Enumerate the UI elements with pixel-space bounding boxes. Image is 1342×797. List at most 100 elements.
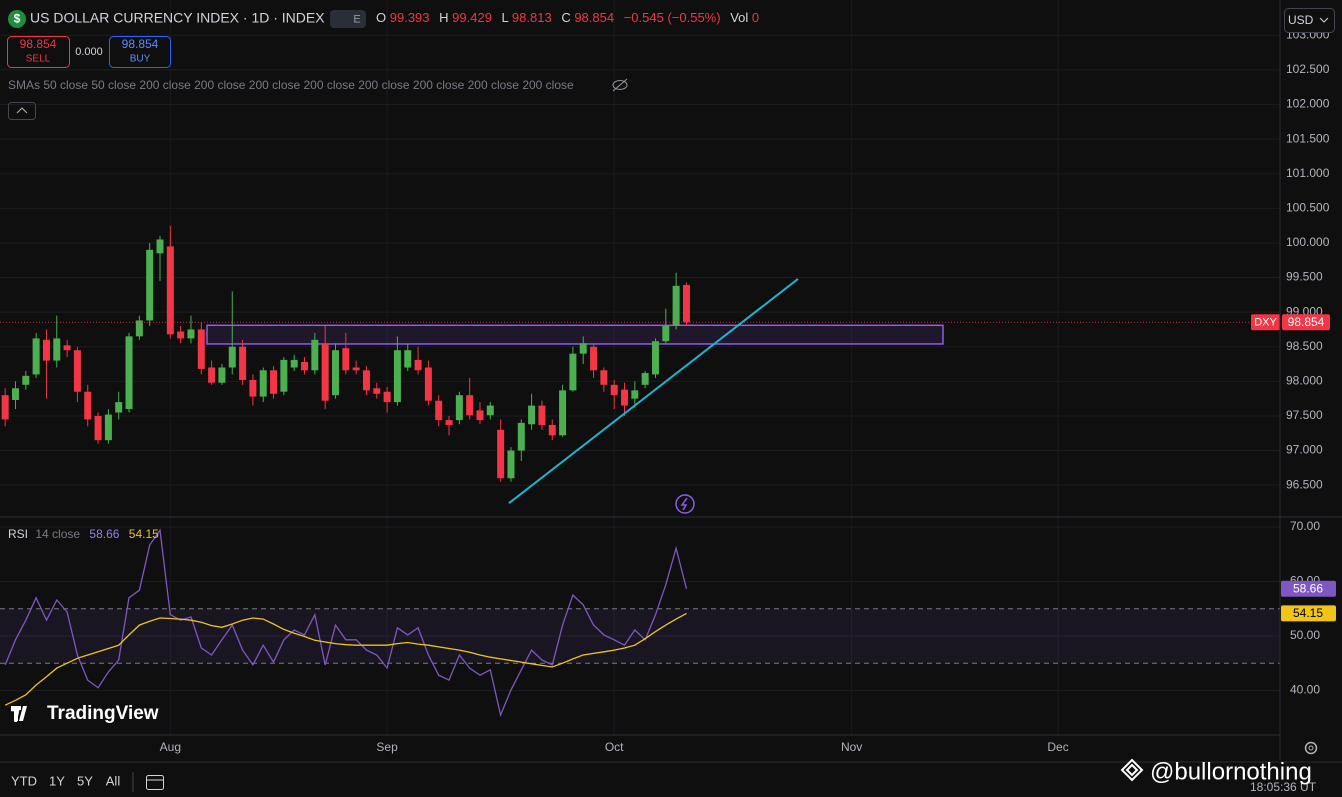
candle-body [218, 367, 226, 383]
settings-core [1308, 745, 1314, 751]
buy-button[interactable] [109, 36, 171, 68]
candle-body [352, 367, 360, 371]
y-tick-label: 100.000 [1286, 235, 1330, 249]
range-button[interactable]: All [106, 773, 121, 788]
candle-body [579, 343, 587, 354]
candle-body [53, 338, 61, 361]
x-tick-label: Oct [605, 740, 624, 754]
overlay: DXY 98.854 58.66 54.15 [0, 278, 1336, 622]
y-tick-label: 98.000 [1286, 374, 1323, 388]
rsi-ma-value: 54.15 [129, 527, 159, 541]
ohlc-legend: O 99.393 H 99.429 L 98.813 C 98.854 −0.5… [376, 10, 759, 25]
candle-body [404, 350, 412, 368]
l-label: L [502, 10, 509, 25]
vol-label: Vol [730, 10, 748, 25]
candle-body [651, 341, 659, 375]
y-tick-label: 97.500 [1286, 408, 1323, 422]
candle-body [94, 415, 102, 441]
y-tick-label: 102.000 [1286, 97, 1330, 111]
candle-body [435, 400, 443, 421]
event-icon[interactable] [675, 494, 695, 514]
sell-button[interactable] [7, 36, 70, 68]
candle-body [393, 350, 401, 403]
candle-body [610, 384, 618, 396]
y-tick-label: 98.500 [1286, 339, 1323, 353]
candle-body [1, 395, 9, 420]
candle-body [507, 450, 515, 479]
candle-body [517, 422, 525, 451]
candle-body [187, 329, 195, 339]
candle-body [528, 405, 536, 425]
candle-body [115, 402, 123, 413]
clock: 18:05:36 UT [1250, 780, 1317, 794]
buy-label: BUY [130, 54, 151, 65]
candle-body [672, 285, 680, 326]
x-tick-label: Dec [1047, 740, 1068, 754]
candle-body [270, 370, 278, 394]
candle-body [63, 345, 71, 351]
y-tick-label: 101.000 [1286, 166, 1330, 180]
candle-body [486, 405, 494, 416]
candle-body [166, 246, 174, 335]
candle-body [342, 348, 350, 371]
candle-body [125, 336, 133, 410]
logo-icon [11, 706, 27, 721]
candle-body [331, 350, 339, 396]
collapse-button[interactable] [8, 102, 36, 120]
vol-value: 0 [752, 10, 759, 25]
watermark: @bullornothing [1150, 758, 1312, 785]
y-tick-label: 99.500 [1286, 270, 1323, 284]
visibility-icon[interactable] [612, 78, 628, 92]
candle-body [424, 367, 432, 401]
rsi-title: RSI [8, 527, 28, 541]
candle-body [311, 339, 319, 371]
y2-tick-label: 40.00 [1290, 683, 1320, 697]
candle-body [682, 284, 690, 323]
range-button[interactable]: YTD [11, 773, 37, 788]
c-value: 98.854 [574, 10, 614, 25]
candle-body [104, 414, 112, 441]
symbol-icon-glyph: $ [14, 12, 21, 26]
currency-button[interactable] [1284, 8, 1335, 33]
x-tick-label: Nov [841, 740, 862, 754]
candle-body [414, 359, 422, 371]
l-value: 98.813 [512, 10, 552, 25]
date-range-button[interactable] [146, 775, 164, 790]
y-tick-label: 101.500 [1286, 131, 1330, 145]
candle-body [301, 361, 309, 371]
candle-body [321, 343, 329, 401]
range-button[interactable]: 1Y [49, 773, 65, 788]
range-button[interactable]: 5Y [77, 773, 93, 788]
indicator-tag-bg [1281, 580, 1336, 597]
y-tick-label: 96.500 [1286, 477, 1323, 491]
indicator-line [4, 528, 688, 718]
candles [1, 225, 690, 482]
candle-body [135, 320, 143, 337]
candle-body [22, 375, 30, 385]
band-fill [0, 608, 1280, 664]
candle-body [662, 325, 670, 342]
rsi-legend: RSI 14 close 58.66 54.15 [8, 527, 159, 541]
candle-body [146, 249, 154, 321]
badge-bg[interactable] [330, 10, 366, 28]
badge: E [353, 13, 360, 25]
sma-legend: SMAs 50 close 50 close 200 close 200 clo… [8, 78, 574, 92]
price-tag-bg [1282, 314, 1330, 331]
y-tick-label: 97.000 [1286, 443, 1323, 457]
candle-body [32, 338, 40, 375]
candle-body [538, 405, 546, 425]
candle-body [239, 346, 247, 380]
settings-icon[interactable] [1304, 741, 1318, 755]
candle-body [548, 424, 556, 436]
candle-body [11, 388, 19, 401]
candle-body [259, 370, 267, 397]
candle-body [559, 390, 567, 436]
y-tick-label: 102.500 [1286, 62, 1330, 76]
candle-body [445, 420, 453, 425]
currency: USD [1288, 13, 1314, 27]
sell-price: 98.854 [20, 37, 57, 51]
indicator-tag: 58.66 [1293, 581, 1323, 595]
candle-body [84, 391, 92, 420]
